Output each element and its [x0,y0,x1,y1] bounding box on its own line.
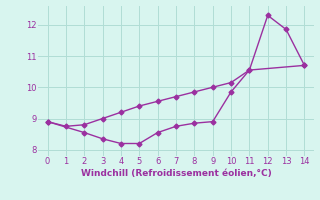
X-axis label: Windchill (Refroidissement éolien,°C): Windchill (Refroidissement éolien,°C) [81,169,271,178]
